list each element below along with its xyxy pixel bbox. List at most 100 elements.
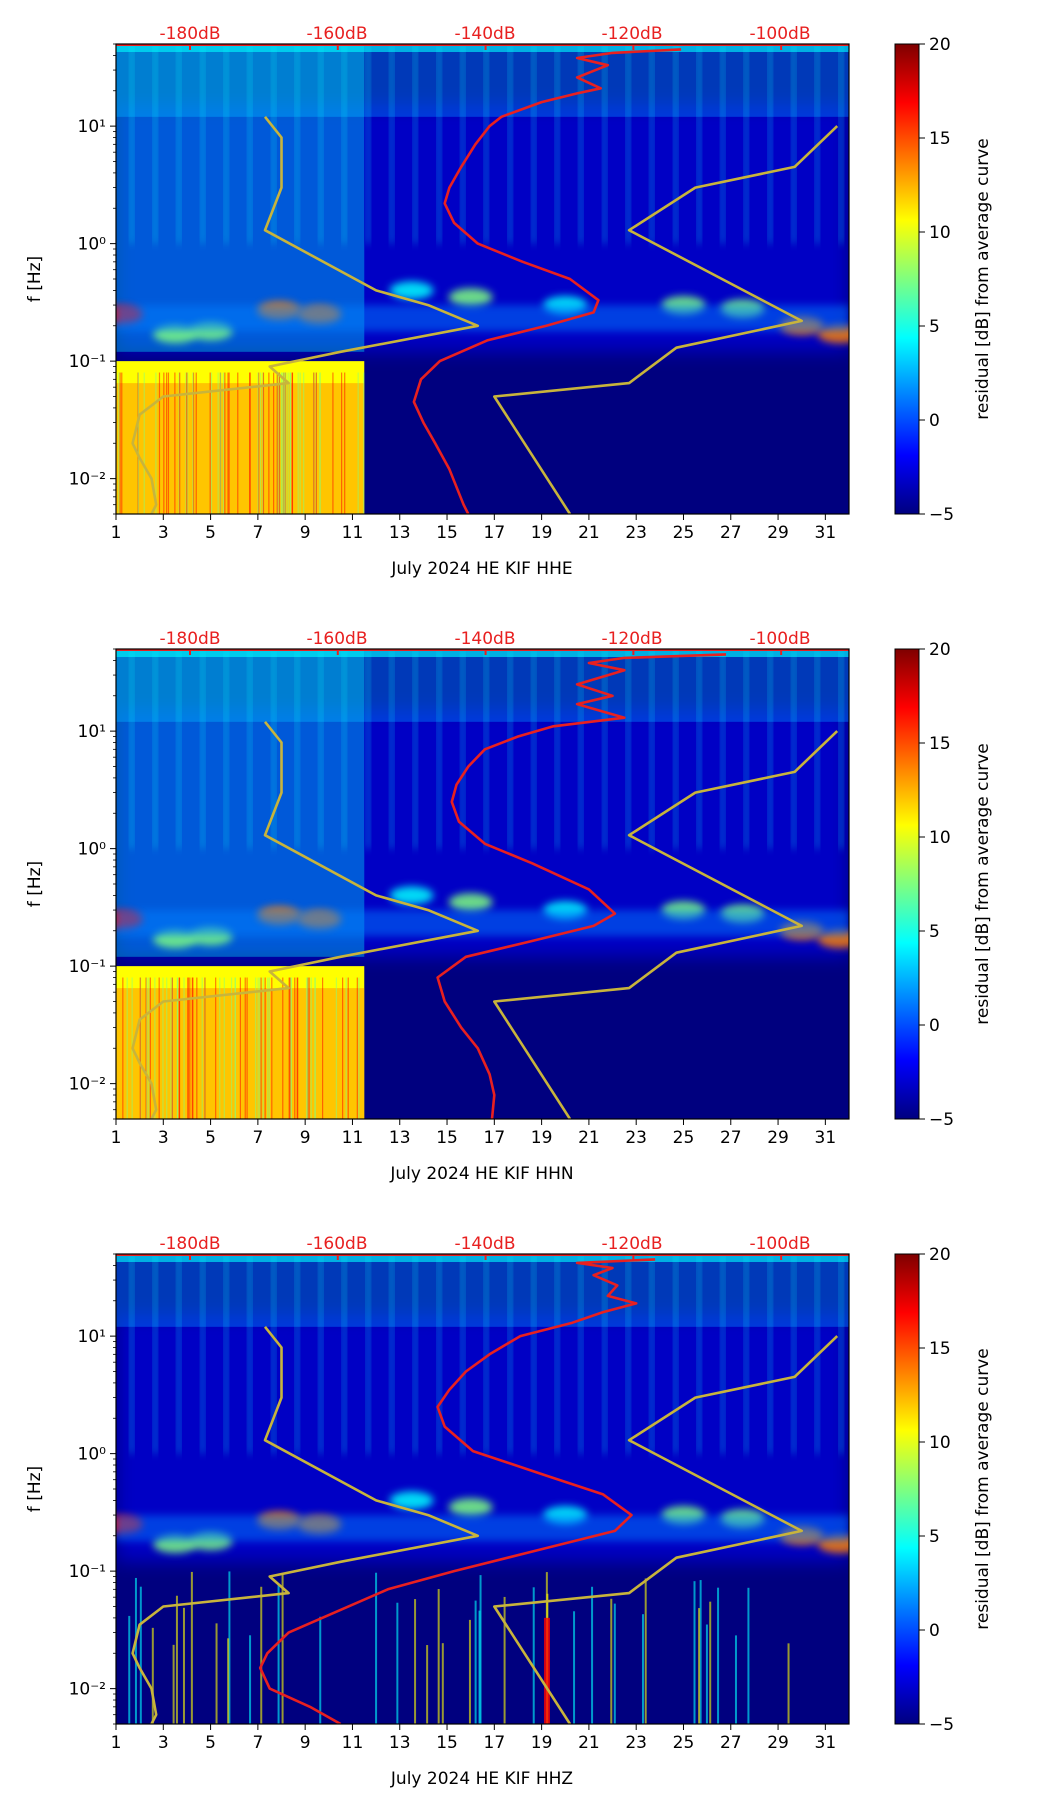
spectral-streak — [744, 1254, 748, 1454]
colorbar-tick-label: −5 — [929, 505, 954, 525]
colorbar-tick-label: 0 — [929, 1621, 940, 1641]
spectral-streak — [190, 1571, 193, 1724]
spectral-streak — [153, 649, 157, 849]
spectral-streak — [366, 1254, 370, 1454]
spectral-streak — [461, 1254, 465, 1454]
spectral-streak — [613, 1603, 616, 1724]
x-tick-label: 7 — [252, 1733, 263, 1753]
x-tick-label: 17 — [484, 1733, 506, 1753]
x-tick-label: 31 — [815, 1128, 837, 1148]
spectral-streak — [224, 1254, 228, 1454]
top-axis-label: -180dB — [159, 1234, 220, 1254]
colorbar-label: residual [dB] from average curve — [973, 1348, 993, 1629]
spectral-streak — [555, 1254, 559, 1454]
spectral-streak — [709, 1601, 712, 1724]
spectral-streak — [310, 977, 312, 1119]
spectral-streak — [314, 977, 316, 1119]
spectral-streak — [187, 372, 189, 514]
spectral-streak — [375, 1572, 378, 1724]
spectral-streak — [357, 372, 359, 514]
spectral-streak — [437, 649, 441, 849]
x-tick-label: 1 — [111, 1733, 122, 1753]
spectral-streak — [248, 649, 252, 849]
spectral-streak — [166, 977, 168, 1119]
spectral-streak — [195, 372, 197, 514]
spectral-streak — [268, 977, 270, 1119]
spectral-streak — [768, 649, 772, 849]
spectral-streak — [201, 44, 205, 244]
x-tick-label: 3 — [158, 1733, 169, 1753]
spectral-streak — [183, 977, 185, 1119]
spectral-streak — [308, 977, 310, 1119]
noise-band — [116, 651, 849, 657]
top-axis-label: -100dB — [749, 1234, 810, 1254]
spectral-streak — [579, 44, 583, 244]
spectral-streak — [201, 977, 203, 1119]
spectral-streak — [650, 44, 654, 244]
top-axis-label: -100dB — [749, 629, 810, 649]
spectral-streak — [227, 372, 229, 514]
spectral-streak — [145, 977, 147, 1119]
spectral-streak — [603, 649, 607, 849]
noise-band — [116, 1254, 849, 1327]
spectral-streak — [185, 372, 187, 514]
spectral-streak — [693, 1581, 696, 1724]
x-tick-label: 25 — [673, 1128, 695, 1148]
spectral-streak — [273, 372, 275, 514]
spectral-streak — [650, 649, 654, 849]
y-tick-label: 10⁻² — [69, 470, 106, 490]
spectral-streak — [201, 649, 205, 849]
spectral-streak — [272, 1254, 276, 1454]
spectral-streak — [121, 372, 123, 514]
x-tick-label: 5 — [205, 1733, 216, 1753]
y-tick-label: 10¹ — [78, 722, 106, 742]
spectral-streak — [363, 372, 365, 514]
spectral-streak — [699, 1580, 702, 1724]
spectral-streak — [650, 1254, 654, 1454]
spectral-streak — [295, 44, 299, 244]
x-tick-label: 17 — [484, 523, 506, 543]
colorbar-tick-label: 5 — [929, 1527, 940, 1547]
colorbar: −5 0 5 10 15 20 residual [dB] from average cu… — [894, 1245, 993, 1735]
top-axis-label: -160dB — [306, 24, 367, 44]
spectral-streak — [305, 977, 308, 1119]
spectral-streak — [697, 649, 701, 849]
spectral-streak — [119, 372, 121, 514]
spectral-streak — [674, 649, 678, 849]
spectral-streak — [319, 1254, 323, 1454]
spectral-streak — [461, 649, 465, 849]
x-tick-label: 29 — [767, 523, 789, 543]
microseism-blob — [389, 281, 434, 300]
x-tick-label: 19 — [531, 523, 553, 543]
spectral-streak — [179, 372, 181, 514]
spectral-streak — [322, 977, 324, 1119]
plot-frame — [115, 1253, 850, 1725]
spectral-streak — [126, 977, 128, 1119]
spectral-streak — [626, 44, 630, 244]
spectral-streak — [284, 372, 286, 514]
spectral-streak — [297, 372, 299, 514]
curve-model — [493, 730, 839, 1119]
y-tick-label: 10¹ — [78, 1327, 106, 1347]
colorbar-tick-label: −5 — [929, 1110, 954, 1130]
spectral-streak — [128, 1615, 131, 1724]
x-tick-label: 1 — [111, 523, 122, 543]
spectral-streak — [603, 1254, 607, 1454]
spectral-streak — [461, 44, 465, 244]
spectral-streak — [276, 372, 278, 514]
spectral-streak — [294, 977, 296, 1119]
spectral-streak — [289, 977, 291, 1119]
spectral-streak — [626, 649, 630, 849]
spectral-streak — [215, 977, 217, 1119]
spectral-streak — [641, 1614, 644, 1724]
spectral-streak — [734, 1635, 737, 1724]
spectrogram-image — [116, 44, 849, 514]
x-tick-label: 29 — [767, 1733, 789, 1753]
spectral-streak — [278, 372, 281, 514]
y-tick-label: 10⁰ — [78, 1445, 107, 1465]
noise-band — [116, 305, 849, 332]
colorbar-tick-label: 20 — [929, 1245, 951, 1265]
spectral-streak — [591, 1586, 594, 1724]
spectral-streak — [162, 977, 164, 1119]
